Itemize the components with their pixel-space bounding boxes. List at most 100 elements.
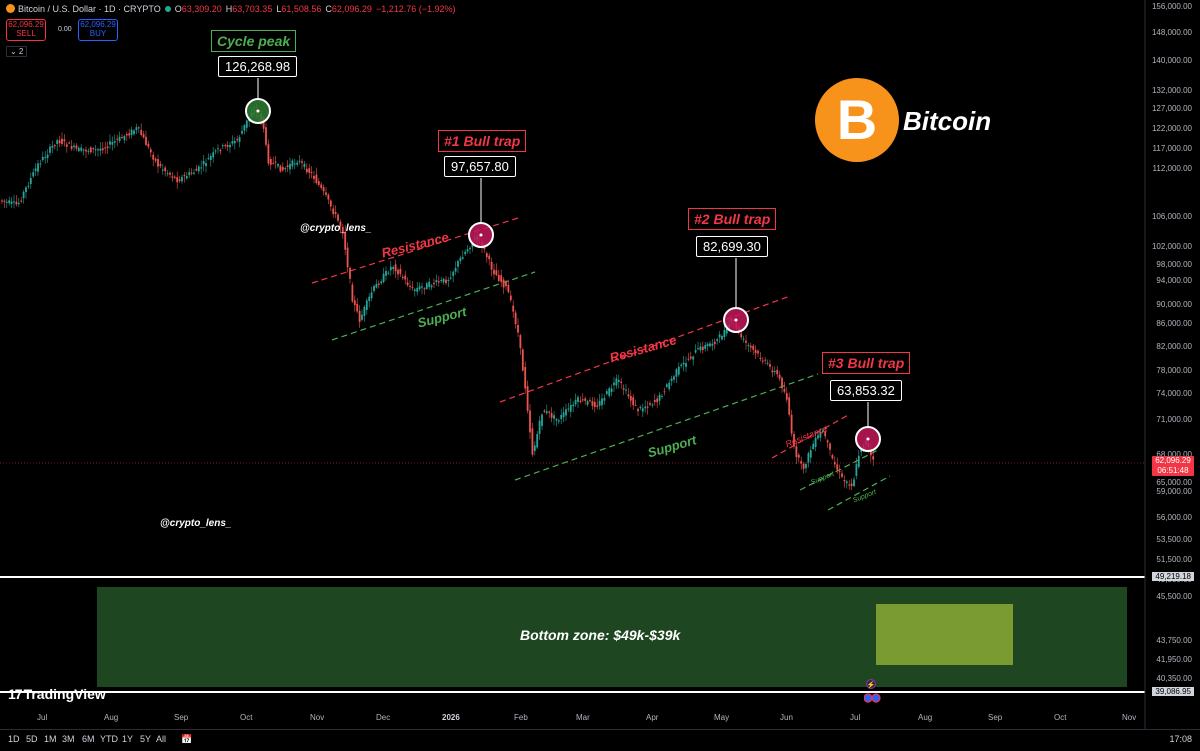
range-button-6m[interactable]: 6M: [82, 734, 95, 744]
flag-event-icon-2[interactable]: [871, 693, 881, 703]
bull-trap-3-value: 63,853.32: [830, 380, 902, 401]
candle-body: [265, 127, 267, 145]
range-button-1d[interactable]: 1D: [8, 734, 20, 744]
symbol-title: Bitcoin / U.S. Dollar · 1D · CRYPTO: [18, 4, 161, 14]
candle-body: [298, 160, 301, 162]
candle-body: [190, 172, 193, 174]
candle-body: [380, 281, 383, 284]
candle-body: [217, 148, 219, 150]
buy-button[interactable]: 62,096.29 BUY: [78, 19, 118, 41]
range-button-5y[interactable]: 5Y: [140, 734, 152, 744]
price-tick-label: 40,350.00: [1156, 674, 1192, 683]
candle-body: [413, 289, 416, 291]
candle-body: [128, 133, 131, 136]
candle-body: [377, 283, 380, 285]
candle-body: [149, 149, 152, 153]
candle-body: [272, 162, 275, 164]
candle-body: [202, 161, 205, 165]
candle-body: [370, 292, 373, 299]
spread-value: 0.00: [58, 26, 72, 33]
candle-body: [125, 134, 128, 136]
candle-body: [771, 370, 774, 373]
range-button-3m[interactable]: 3M: [62, 734, 75, 744]
candle-body: [817, 435, 819, 439]
range-button-1y[interactable]: 1Y: [122, 734, 134, 744]
candle-body: [565, 409, 567, 416]
candle-body: [63, 139, 66, 142]
bull-trap-3-label: #3 Bull trap: [822, 352, 911, 374]
lightning-event-icon[interactable]: [866, 679, 876, 689]
price-tick-label: 78,000.00: [1156, 366, 1192, 375]
candle-body: [368, 296, 371, 302]
candle-body: [147, 143, 150, 147]
candle-body: [509, 295, 512, 301]
candle-body: [25, 187, 27, 193]
candle-body: [142, 134, 145, 138]
candle-body: [231, 141, 234, 144]
time-tick-label: Jul: [37, 713, 48, 722]
candle-body: [113, 141, 116, 143]
candle-body: [471, 242, 474, 248]
candle-body: [718, 334, 721, 338]
candle-body: [305, 168, 308, 173]
lightning-glyph-icon: ⚡: [867, 680, 876, 689]
candle-body: [459, 257, 462, 262]
candle-body: [752, 345, 755, 350]
watermark-lower: @crypto_lens_: [160, 518, 232, 529]
indicators-toggle[interactable]: ⌄ 2: [6, 46, 28, 57]
candle-body: [829, 443, 831, 450]
candle-body: [442, 278, 445, 283]
cycle-peak-label: Cycle peak: [211, 30, 297, 52]
candle-body: [399, 268, 402, 274]
candle-body: [687, 358, 690, 360]
candle-body: [226, 145, 229, 147]
resistance-line-3: [771, 413, 851, 459]
candle-body: [10, 201, 13, 204]
range-button-5d[interactable]: 5D: [26, 734, 38, 744]
calendar-icon[interactable]: 📅: [181, 734, 193, 744]
candle-body: [466, 249, 469, 252]
candle-body: [106, 146, 109, 148]
candle-body: [327, 194, 330, 200]
candle-body: [205, 163, 207, 167]
candle-body: [416, 287, 419, 292]
candle-body: [195, 168, 198, 171]
time-tick-label: May: [714, 713, 730, 722]
candle-body: [529, 410, 531, 433]
support-line-3: [799, 449, 879, 491]
candle-body: [61, 138, 63, 144]
price-tick-label: 74,000.00: [1156, 389, 1192, 398]
range-button-all[interactable]: All: [156, 734, 167, 744]
candle-body: [490, 261, 493, 270]
candle-body: [353, 300, 356, 305]
price-tick-label: 86,000.00: [1156, 319, 1192, 328]
candle-body: [313, 176, 315, 179]
range-button-1m[interactable]: 1M: [44, 734, 57, 744]
candle-body: [430, 285, 433, 288]
range-button-ytd[interactable]: YTD: [100, 734, 118, 744]
candle-body: [697, 348, 699, 350]
candle-body: [658, 394, 661, 401]
price-tick-label: 122,000.00: [1151, 124, 1192, 133]
candle-body: [545, 411, 548, 414]
candle-body: [365, 300, 368, 310]
candle-body: [87, 150, 90, 152]
candle-body: [512, 305, 515, 312]
candle-body: [531, 428, 534, 455]
events-markers[interactable]: ⚡: [864, 679, 888, 719]
candle-body: [41, 156, 44, 161]
candle-body: [706, 343, 709, 347]
candle-body: [183, 175, 186, 177]
candle-body: [507, 284, 510, 293]
candle-body: [82, 149, 85, 151]
candle-body: [553, 415, 555, 419]
candle-body: [723, 329, 726, 338]
candle-body: [425, 283, 428, 289]
candle-body: [788, 397, 791, 415]
candle-body: [685, 363, 687, 367]
watermark-upper: @crypto_lens_: [300, 223, 372, 234]
sell-button[interactable]: 62,096.29 SELL: [6, 19, 46, 41]
candle-body: [574, 399, 577, 405]
flag-event-icon[interactable]: [864, 693, 873, 703]
